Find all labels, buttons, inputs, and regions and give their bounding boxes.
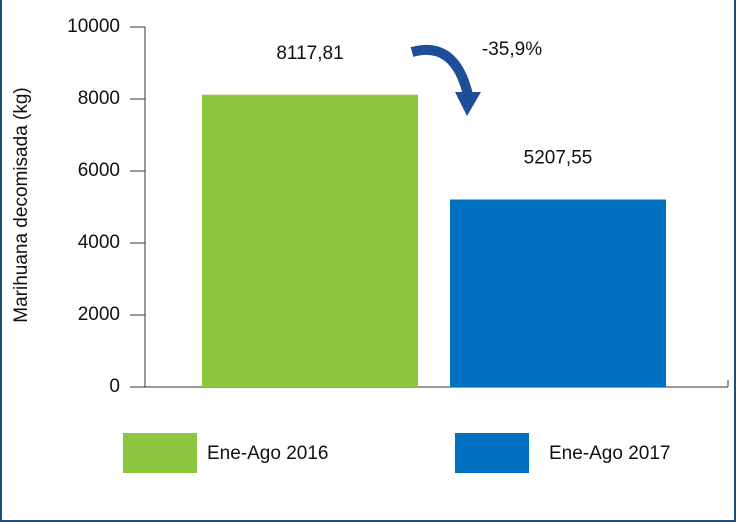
value-label: 8117,81 xyxy=(276,43,343,64)
annotation: -35,9% xyxy=(482,39,542,60)
y-tick-label: 0 xyxy=(109,376,120,397)
y-tick-label: 2000 xyxy=(78,304,120,325)
y-tick-label: 4000 xyxy=(78,232,120,253)
y-tick-label: 8000 xyxy=(78,88,120,109)
y-tick-label: 6000 xyxy=(78,160,120,181)
bar xyxy=(202,94,418,387)
arrow-head xyxy=(455,92,481,116)
bar xyxy=(450,199,666,387)
y-axis-label: Marihuana decomisada (kg) xyxy=(11,87,32,323)
legend-label: Ene-Ago 2017 xyxy=(549,443,671,464)
arrow xyxy=(410,44,473,97)
legend-swatch xyxy=(455,433,529,473)
y-tick-label: 10000 xyxy=(67,16,120,37)
legend-swatch xyxy=(123,433,197,473)
value-label: 5207,55 xyxy=(524,148,593,169)
legend-label: Ene-Ago 2016 xyxy=(207,443,329,464)
